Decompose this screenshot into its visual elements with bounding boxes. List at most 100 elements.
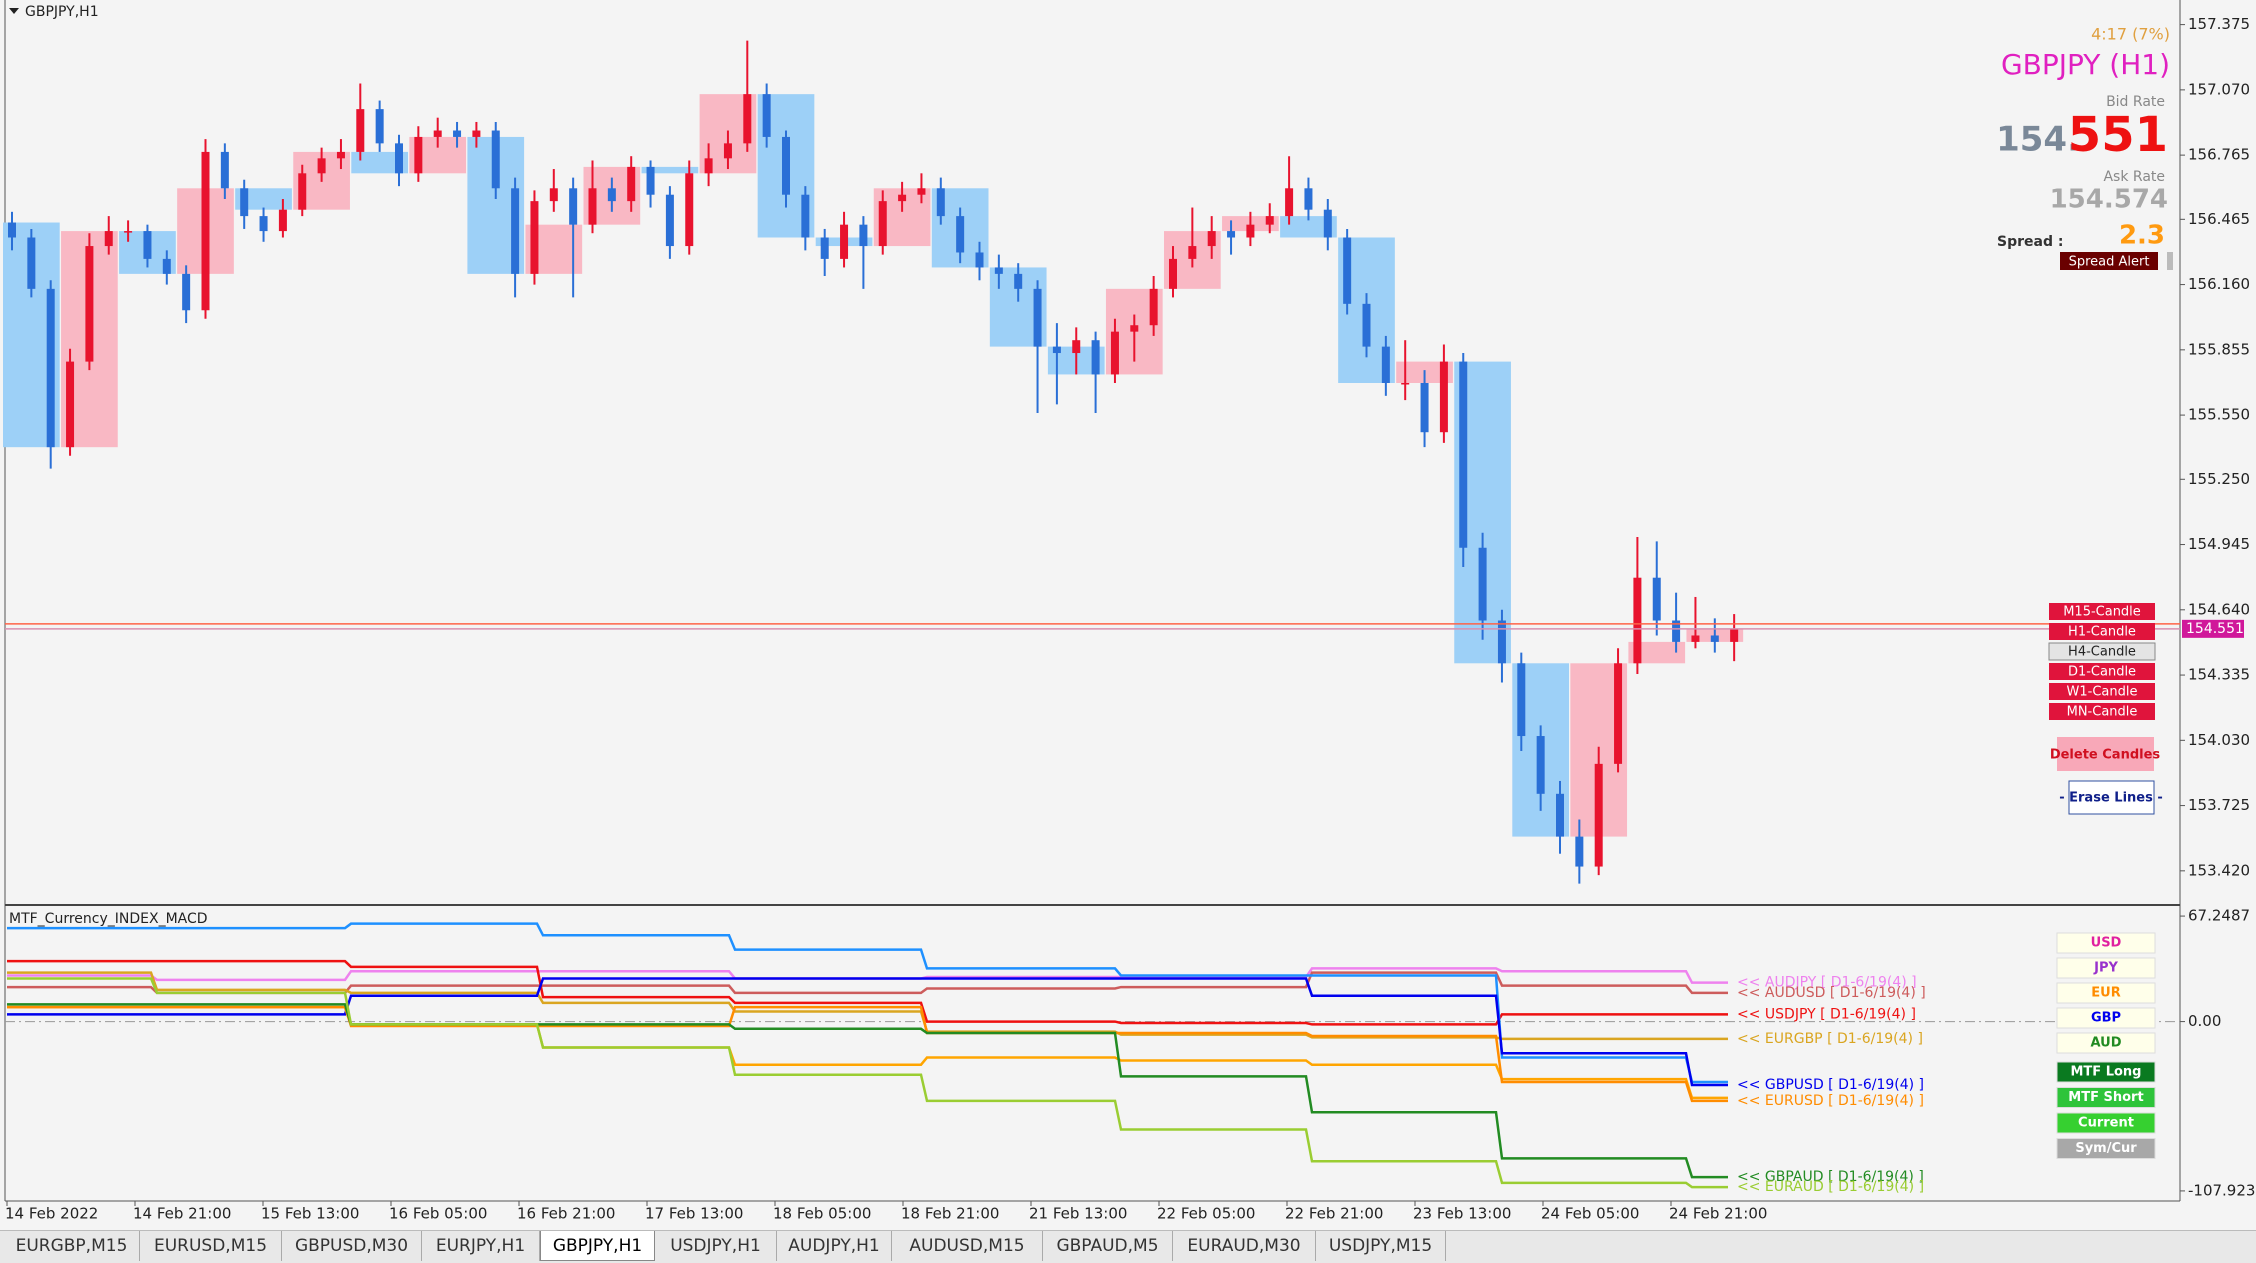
candle-body [704,158,713,174]
indicator-tick-label: -107.9239 [2188,1181,2256,1199]
candle-body [104,231,113,247]
candle-button-label: W1-Candle [2067,685,2138,700]
spread-value: 2.3 [2119,221,2165,251]
symbol-tab[interactable]: USDJPY,M15 [1316,1231,1446,1261]
mode-button-label: Sym/Cur [2075,1141,2137,1156]
candle-body [1169,258,1177,289]
candle-body [1052,346,1061,354]
symbol-tab[interactable]: EURAUD,M30 [1173,1231,1316,1261]
candle-body [627,166,636,202]
candle-body [1633,577,1642,664]
candle-body [859,224,868,247]
candle-button[interactable] [2048,642,2156,661]
indicator-line-label: << GBPUSD [ D1-6/19(4) ] [1737,1077,1924,1093]
symbol-tab[interactable]: GBPJPY,H1 [540,1231,655,1261]
time-label: 22 Feb 05:00 [1157,1205,1255,1223]
menu-arrow[interactable] [9,8,19,14]
ghost-box [351,151,408,174]
price-tick-label: 155.550 [2188,406,2250,424]
symbol-tab[interactable]: EURGBP,M15 [4,1231,140,1261]
price-tick-label: 156.765 [2188,146,2250,164]
candle-body [1246,224,1255,238]
symbol-tab[interactable]: AUDJPY,H1 [777,1231,892,1261]
tab-bar: EURGBP,M15 EURUSD,M15 GBPUSD,M30 EURJPY,H1 G… [0,1230,2256,1263]
candle-body [395,143,403,174]
candle-body [1033,288,1042,347]
candle-body [685,173,694,247]
currency-button[interactable] [2056,957,2156,979]
symbol-tab[interactable]: EURJPY,H1 [422,1231,540,1261]
info-panel: 4:17 (7%) GBPJPY (H1) Bid Rate 154. 551 … [1996,25,2173,815]
candle-body [1652,577,1661,621]
candle-button[interactable] [2049,623,2155,640]
time-label: 24 Feb 05:00 [1541,1205,1639,1223]
symbol-tab[interactable]: EURUSD,M15 [140,1231,282,1261]
symbol-tab[interactable]: USDJPY,H1 [655,1231,777,1261]
candle-body [278,209,287,232]
candle-body [1014,273,1023,289]
time-label: 18 Feb 21:00 [901,1205,999,1223]
mode-button[interactable] [2056,1138,2156,1159]
candle-body [1188,246,1197,259]
indicator-line [7,977,1728,1189]
candle-body [1110,331,1119,375]
symbol-header: GBPJPY,H1 [25,4,99,20]
candle-button[interactable] [2049,703,2155,720]
currency-button[interactable] [2056,932,2156,954]
candle-button-label: M15-Candle [2063,605,2141,620]
candle-button[interactable] [2049,683,2155,700]
currency-button[interactable] [2056,1007,2156,1029]
price-tick-label: 157.070 [2188,80,2250,98]
indicator-line-label: << EURAUD [ D1-6/19(4) ] [1737,1179,1924,1195]
candle-body [162,258,171,274]
candle-body [1672,620,1681,642]
symbol-tab[interactable]: AUDUSD,M15 [892,1231,1043,1261]
candle-body [1710,635,1719,642]
erase-lines-button[interactable] [2068,780,2155,815]
time-label: 18 Feb 05:00 [773,1205,871,1223]
mode-button[interactable] [2056,1061,2156,1083]
currency-button[interactable] [2056,982,2156,1004]
price-tick-label: 155.855 [2188,340,2250,358]
candle-body [1207,231,1216,247]
candle-body [491,130,500,189]
price-tick-label: 154.335 [2188,666,2250,684]
candle-body [511,188,520,274]
candle-body [1614,663,1623,764]
candle-body [1401,382,1410,385]
candle-body [143,231,152,259]
candle-body [1227,231,1236,238]
indicator-tick-label: 0.00 [2188,1012,2221,1030]
candle-body [124,231,133,233]
scroll-handle[interactable] [2167,252,2173,270]
mode-button[interactable] [2056,1087,2156,1108]
currency-button-label: USD [2091,936,2122,951]
price-tick-label: 155.250 [2188,470,2250,488]
spread-caption: Spread : [1997,234,2063,250]
mode-button[interactable] [2056,1112,2156,1134]
ghost-box [235,188,292,210]
currency-button[interactable] [2056,1032,2156,1054]
candle-body [762,94,771,137]
currency-button-label: GBP [2091,1011,2121,1026]
candle-body [259,216,268,232]
candle-body [975,252,984,268]
candle-body [840,224,849,259]
price-tick-label: 156.465 [2188,210,2250,228]
candle-button-label: H1-Candle [2068,625,2136,640]
indicator-line-label: << USDJPY [ D1-6/19(4) ] [1737,1006,1916,1022]
delete-candles-button[interactable] [2057,737,2154,771]
price-tick-label: 153.420 [2188,861,2250,879]
symbol-tab[interactable]: GBPAUD,M5 [1043,1231,1173,1261]
candle-body [317,158,326,174]
symbol-tab[interactable]: GBPUSD,M30 [282,1231,422,1261]
spread-alert-button[interactable] [2060,252,2158,270]
candle-button-label: MN-Candle [2067,705,2138,720]
time-label: 16 Feb 21:00 [517,1205,615,1223]
candle-button[interactable] [2049,663,2155,680]
candle-button[interactable] [2049,603,2155,620]
candle-body [298,173,307,210]
candle-body [182,273,191,311]
currency-button-label: EUR [2091,986,2120,1001]
indicator-line [7,1003,1728,1179]
